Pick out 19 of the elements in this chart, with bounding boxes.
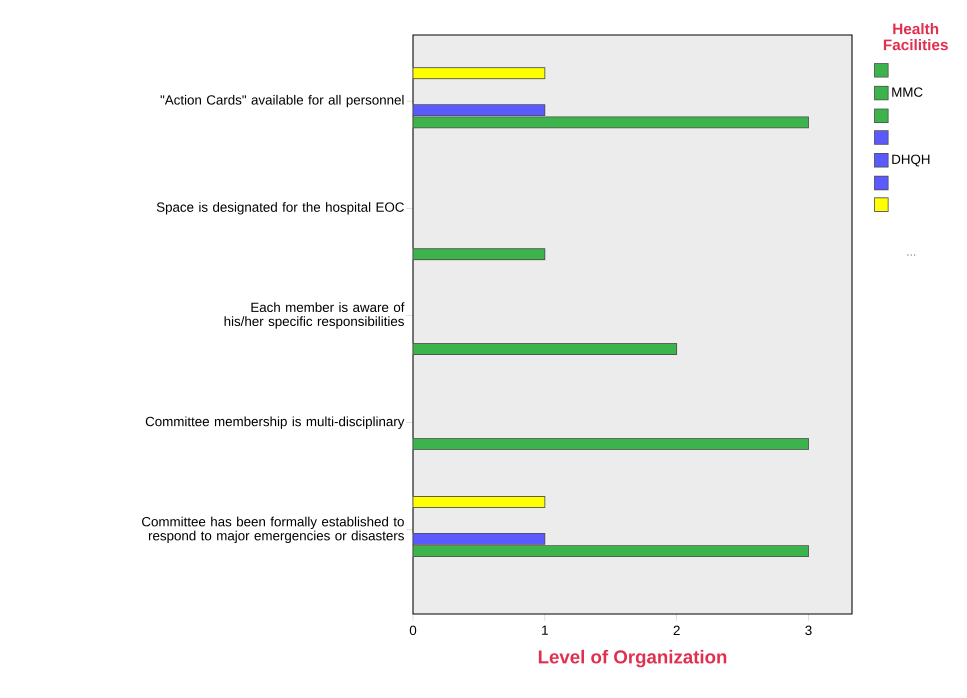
bar — [412, 67, 546, 80]
x-tick-label: 2 — [674, 626, 680, 635]
y-tick-label: Committee membership is multi-disciplinary — [146, 416, 404, 429]
text: ... — [907, 254, 916, 256]
x-tick-label: 0 — [410, 626, 416, 636]
x-tick-label: 1 — [542, 626, 548, 635]
y-tick-label: Committee has been formally established to respond to major emergencies or disasters — [142, 516, 404, 544]
legend-label: DHQH — [892, 154, 930, 166]
bar — [412, 438, 809, 450]
legend-title: Health Facilities — [884, 23, 948, 50]
y-tick-label: Each member is aware of his/her specific responsibilities — [224, 302, 404, 329]
bar — [412, 496, 546, 508]
bar — [412, 248, 546, 260]
bar — [412, 343, 678, 355]
y-tick-label: "Action Cards" available for all personnel — [160, 94, 404, 108]
legend-label: MMC — [892, 87, 923, 97]
y-tick-label: Space is designated for the hospital EOC — [156, 202, 404, 214]
x-tick-label: 3 — [805, 626, 812, 636]
x-axis-title: Level of Organization — [538, 650, 726, 668]
